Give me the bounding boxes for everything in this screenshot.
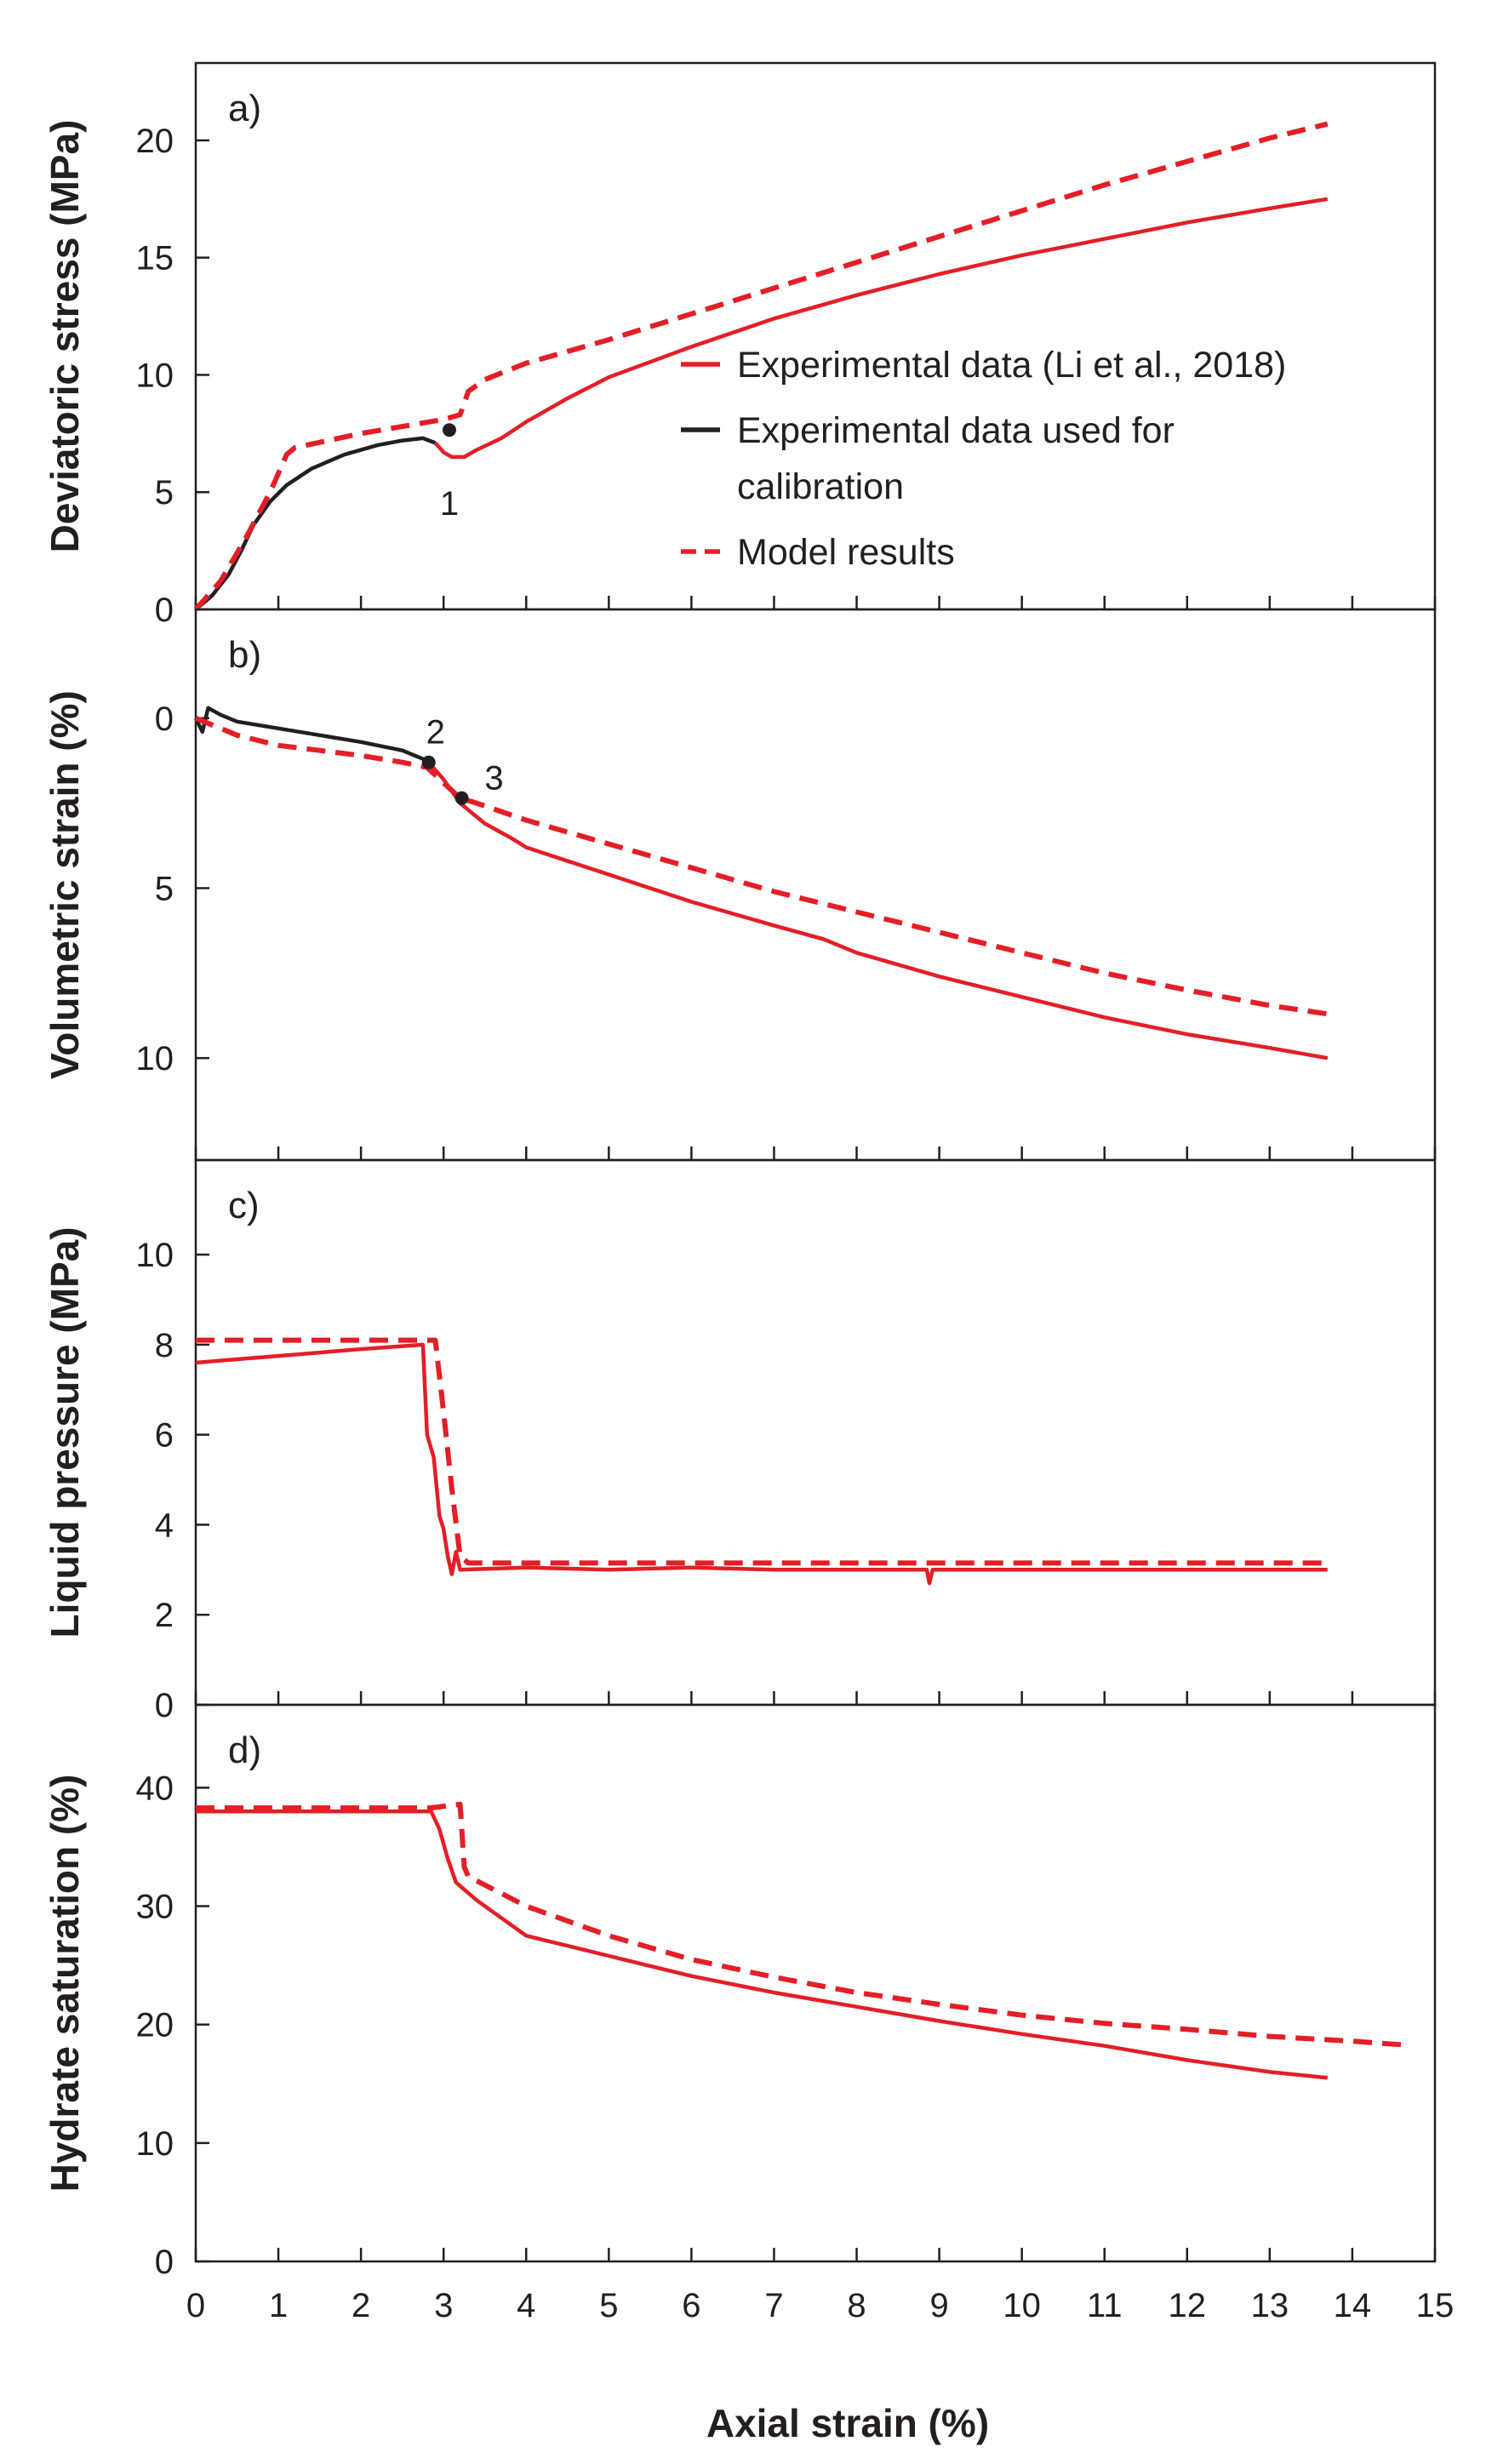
panel-b: 0 5 10 Volumetric strain (%) b) 2 3 <box>43 608 1437 1162</box>
panel-d: 0 10 20 30 40 Hydrate saturation (%) d) <box>43 1703 1437 2281</box>
series-line-model <box>196 1801 1403 2048</box>
series-line-model <box>196 1337 1328 1566</box>
y-tick-label: 20 <box>136 123 174 160</box>
y-axis-title: Volumetric strain (%) <box>43 690 87 1079</box>
panel-label: a) <box>228 88 261 129</box>
annotation-marker <box>442 423 456 437</box>
y-tick-label: 10 <box>136 1237 174 1274</box>
y-tick-label: 10 <box>136 2125 174 2163</box>
series-line-experimental <box>426 759 1329 1060</box>
x-tick-label: 3 <box>434 2287 453 2324</box>
x-axis-title: Axial strain (%) <box>706 2401 989 2445</box>
y-tick-label: 5 <box>155 870 174 907</box>
annotation-marker <box>454 791 469 805</box>
x-tick-label: 5 <box>599 2287 618 2324</box>
panel-a: 0 5 10 15 20 Deviatoric stress (MPa) a) 1 <box>43 61 1437 629</box>
panel-label: d) <box>228 1729 261 1771</box>
legend-label: Experimental data used for <box>737 410 1175 451</box>
x-tick-label: 15 <box>1416 2287 1455 2324</box>
y-tick-label: 15 <box>136 240 174 277</box>
x-tick-label: 13 <box>1251 2287 1289 2324</box>
x-axis: 0 1 2 3 4 5 6 7 8 9 10 11 12 13 14 15 <box>186 2287 1454 2324</box>
x-tick-label: 12 <box>1169 2287 1207 2324</box>
x-tick-label: 6 <box>682 2287 700 2324</box>
y-tick-label: 20 <box>136 2007 174 2044</box>
x-tick-label: 0 <box>186 2287 205 2324</box>
x-tick-label: 4 <box>517 2287 535 2324</box>
x-tick-label: 9 <box>929 2287 948 2324</box>
legend-label: calibration <box>737 466 904 507</box>
x-tick-label: 7 <box>764 2287 783 2324</box>
y-tick-label: 4 <box>155 1506 174 1544</box>
annotation-label: 3 <box>484 760 503 798</box>
x-tick-label: 8 <box>847 2287 866 2324</box>
panel-frame <box>194 1703 1437 2263</box>
y-tick-label: 2 <box>155 1597 174 1634</box>
x-tick-label: 11 <box>1087 2287 1123 2324</box>
series-line-model <box>193 121 1329 611</box>
annotation-label: 1 <box>440 485 459 523</box>
y-axis-title: Deviatoric stress (MPa) <box>43 120 87 553</box>
panel-label: b) <box>228 634 261 676</box>
legend: Experimental data (Li et al., 2018) Exper… <box>681 345 1286 573</box>
series-line-model <box>194 716 1329 1017</box>
y-tick-label: 8 <box>155 1327 174 1364</box>
y-tick-label: 0 <box>155 2244 174 2281</box>
panel-c: 0 2 4 6 8 10 Liquid pressure (MPa) c) <box>43 1158 1437 1724</box>
series-line-experimental <box>196 1809 1329 2080</box>
annotation-label: 2 <box>426 714 445 752</box>
y-tick-label: 0 <box>155 700 174 738</box>
series-line-calibration <box>194 436 437 611</box>
y-tick-label: 6 <box>155 1417 174 1455</box>
x-tick-label: 1 <box>269 2287 288 2324</box>
y-tick-label: 0 <box>155 1687 174 1724</box>
y-tick-label: 5 <box>155 474 174 512</box>
y-tick-label: 40 <box>136 1769 174 1807</box>
x-tick-label: 14 <box>1334 2287 1372 2324</box>
legend-label: Experimental data (Li et al., 2018) <box>737 345 1286 386</box>
y-tick-label: 10 <box>136 357 174 394</box>
series-line-experimental <box>433 197 1329 460</box>
x-tick-label: 10 <box>1003 2287 1041 2324</box>
y-axis-title: Liquid pressure (MPa) <box>43 1226 87 1638</box>
annotation-marker <box>421 755 436 769</box>
series-line-experimental <box>195 1342 1328 1586</box>
panel-label: c) <box>228 1185 260 1226</box>
x-tick-label: 2 <box>351 2287 370 2324</box>
y-tick-label: 10 <box>136 1040 174 1078</box>
legend-label: Model results <box>737 532 955 573</box>
y-tick-label: 30 <box>136 1889 174 1926</box>
y-tick-label: 0 <box>155 592 174 629</box>
y-axis-title: Hydrate saturation (%) <box>43 1775 87 2192</box>
